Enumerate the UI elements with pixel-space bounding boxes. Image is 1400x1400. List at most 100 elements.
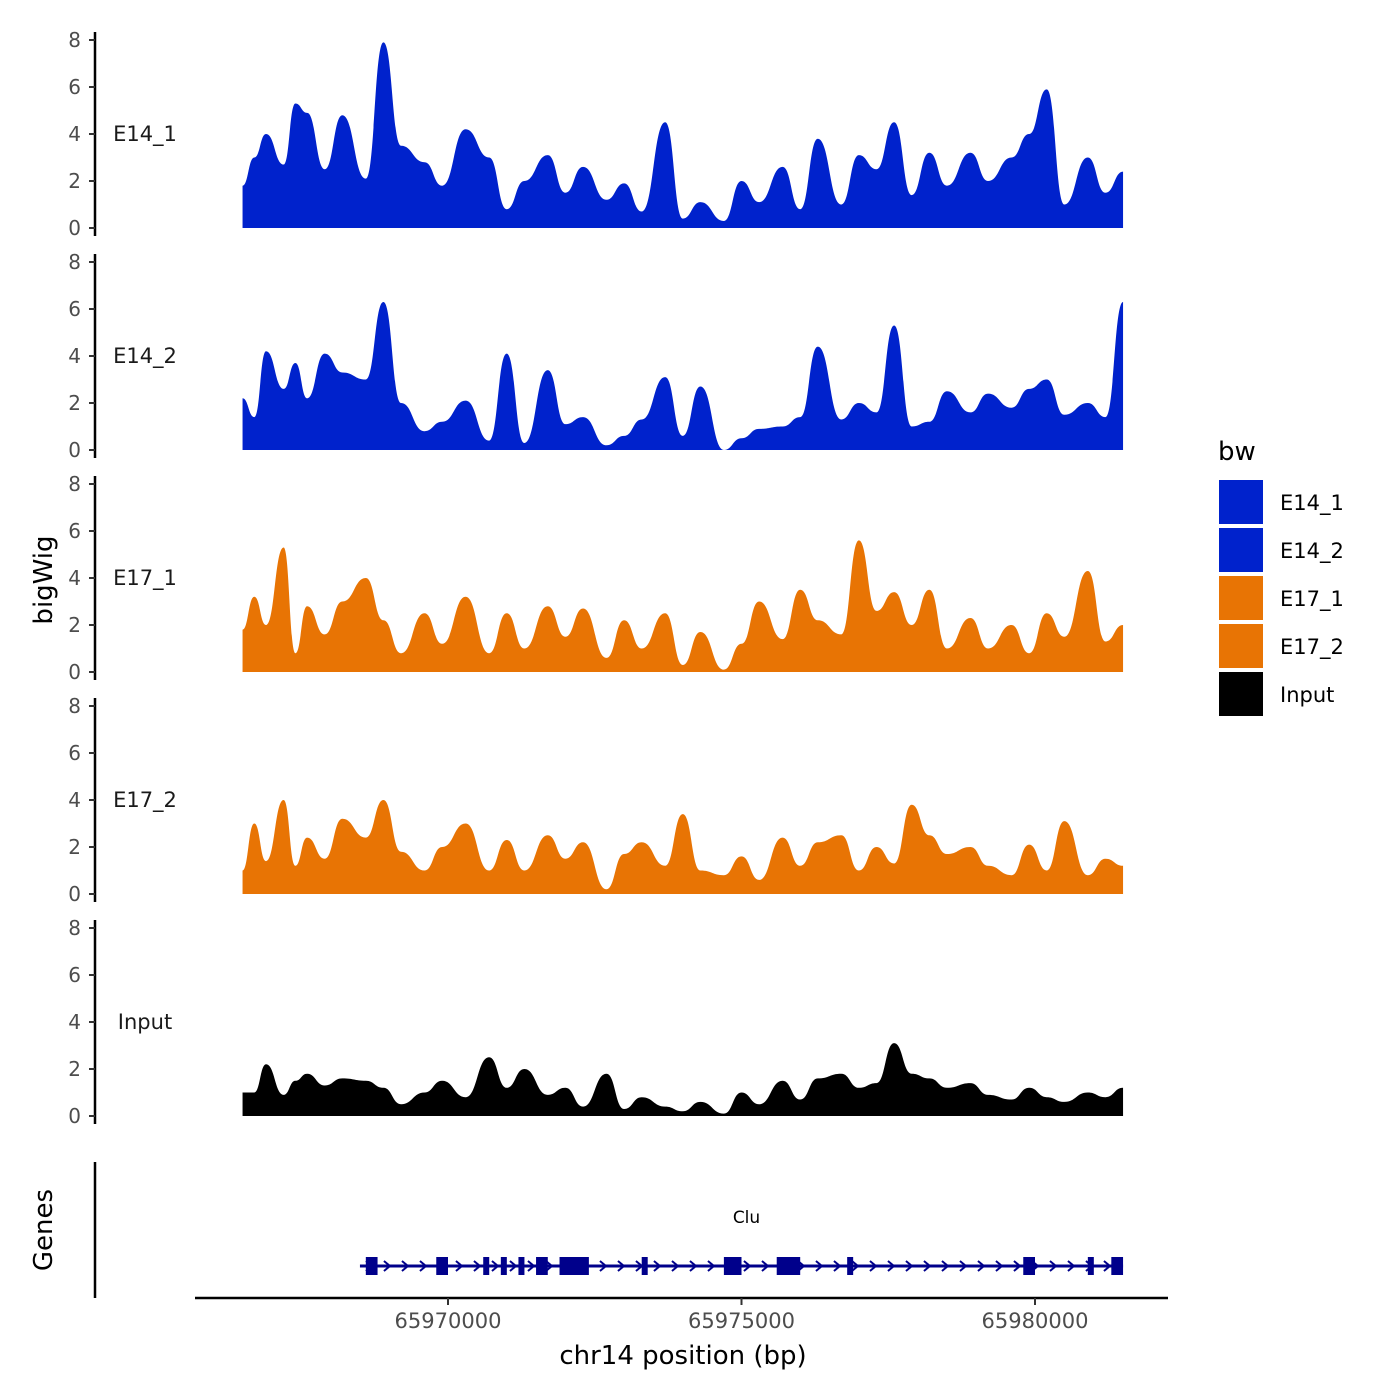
legend-item-Input: Input xyxy=(1219,672,1334,716)
y-tick-label: 8 xyxy=(68,472,81,496)
strand-arrow xyxy=(1049,1260,1058,1272)
y-tick-label: 0 xyxy=(68,216,81,240)
track-E17_2: 0 2 4 6 8 E17_2 xyxy=(68,694,1124,906)
x-tick-label: 65970000 xyxy=(395,1309,502,1333)
y-tick-label: 0 xyxy=(68,438,81,462)
gene-exon xyxy=(723,1257,742,1275)
strand-arrow xyxy=(491,1260,500,1272)
y-tick-label: 4 xyxy=(68,344,81,368)
strand-arrow xyxy=(653,1260,662,1272)
x-tick-label: 65975000 xyxy=(688,1309,795,1333)
y-tick-label: 6 xyxy=(68,297,81,321)
y-tick-label: 0 xyxy=(68,660,81,684)
y-tick-label: 2 xyxy=(68,835,81,859)
y-tick-label: 2 xyxy=(68,169,81,193)
y-tick-label: 6 xyxy=(68,963,81,987)
area-E14_1 xyxy=(242,42,1124,228)
legend-swatch xyxy=(1219,528,1263,572)
strand-arrow xyxy=(401,1260,410,1272)
gene-exon xyxy=(536,1257,548,1275)
legend-item-E17_2: E17_2 xyxy=(1219,624,1344,668)
gene-exon xyxy=(847,1257,854,1275)
genes-track: Clu xyxy=(93,1162,1124,1298)
track-E14_1: 0 2 4 6 8 E14_1 xyxy=(68,28,1124,240)
strand-arrow xyxy=(923,1260,932,1272)
y-tick-label: 6 xyxy=(68,75,81,99)
legend-swatch xyxy=(1219,480,1263,524)
y-tick-label: 2 xyxy=(68,391,81,415)
legend-item-E14_1: E14_1 xyxy=(1219,480,1344,524)
strand-arrow xyxy=(617,1260,626,1272)
y-tick-label: 8 xyxy=(68,694,81,718)
track-label: E14_1 xyxy=(113,122,177,147)
legend-label: E17_2 xyxy=(1280,635,1344,660)
gene-exon xyxy=(1111,1257,1124,1275)
track-E17_1: 0 2 4 6 8 E17_1 xyxy=(68,472,1124,684)
strand-arrow xyxy=(743,1260,752,1272)
track-label: E17_1 xyxy=(113,566,177,591)
y-tick-label: 0 xyxy=(68,882,81,906)
strand-arrow xyxy=(869,1260,878,1272)
legend-swatch xyxy=(1219,672,1263,716)
legend-label: E14_1 xyxy=(1280,491,1344,516)
strand-arrow xyxy=(455,1260,464,1272)
legend-swatch xyxy=(1219,576,1263,620)
gene-label: Clu xyxy=(733,1208,760,1228)
y-tick-label: 8 xyxy=(68,916,81,940)
x-axis: 65970000 65975000 65980000 xyxy=(195,1296,1168,1333)
strand-arrow xyxy=(905,1260,914,1272)
strand-arrow xyxy=(707,1260,716,1272)
strand-arrow xyxy=(599,1260,608,1272)
y-tick-label: 6 xyxy=(68,519,81,543)
strand-arrow xyxy=(959,1260,968,1272)
legend-item-E14_2: E14_2 xyxy=(1219,528,1344,572)
y-tick-label: 4 xyxy=(68,788,81,812)
y-tick-label: 4 xyxy=(68,122,81,146)
y-tick-label: 4 xyxy=(68,566,81,590)
strand-arrow xyxy=(509,1260,518,1272)
genes-axis-title: Genes xyxy=(29,1189,59,1271)
gene-exon xyxy=(483,1257,490,1275)
gene-exon xyxy=(500,1257,507,1275)
y-tick-label: 2 xyxy=(68,613,81,637)
strand-arrow xyxy=(851,1260,860,1272)
strand-arrow xyxy=(1013,1260,1022,1272)
gene-exon xyxy=(559,1257,589,1275)
track-label: Input xyxy=(118,1010,172,1034)
legend-item-E17_1: E17_1 xyxy=(1219,576,1344,620)
track-E14_2: 0 2 4 6 8 E14_2 xyxy=(68,250,1124,462)
y-tick-label: 4 xyxy=(68,1010,81,1034)
gene-exon xyxy=(365,1257,378,1275)
y-tick-label: 2 xyxy=(68,1057,81,1081)
strand-arrow xyxy=(833,1260,842,1272)
y-tick-label: 0 xyxy=(68,1104,81,1128)
area-E17_2 xyxy=(242,800,1124,894)
gene-exon xyxy=(436,1257,448,1275)
legend-label: Input xyxy=(1280,683,1334,707)
strand-arrow xyxy=(1103,1260,1112,1272)
x-tick-label: 65980000 xyxy=(982,1309,1089,1333)
strand-arrow xyxy=(473,1260,482,1272)
y-axis-title: bigWig xyxy=(29,535,59,624)
legend-title: bw xyxy=(1218,437,1256,467)
gene-exon xyxy=(641,1257,648,1275)
y-tick-label: 6 xyxy=(68,741,81,765)
gene-exon xyxy=(776,1257,801,1275)
track-label: E14_2 xyxy=(113,344,177,369)
legend: E14_1 E14_2 E17_1 E17_2 Input xyxy=(1219,480,1344,716)
strand-arrow xyxy=(815,1260,824,1272)
area-Input xyxy=(242,1043,1124,1116)
gene-exon xyxy=(518,1257,525,1275)
strand-arrow xyxy=(941,1260,950,1272)
x-axis-title: chr14 position (bp) xyxy=(559,1341,806,1371)
y-tick-label: 8 xyxy=(68,250,81,274)
area-E17_1 xyxy=(242,540,1124,672)
strand-arrow xyxy=(977,1260,986,1272)
legend-label: E14_2 xyxy=(1280,539,1344,564)
track-Input: 0 2 4 6 8 Input xyxy=(68,916,1124,1128)
strand-arrow xyxy=(887,1260,896,1272)
bigwig-tracks: 0 2 4 6 8 E14_1 0 2 4 6 8 E14_2 0 2 4 6 8 E17_1 0 2 4 6 8 E17_2… xyxy=(68,28,1124,1128)
strand-arrow xyxy=(761,1260,770,1272)
strand-arrow xyxy=(545,1260,554,1272)
strand-arrow xyxy=(527,1260,536,1272)
